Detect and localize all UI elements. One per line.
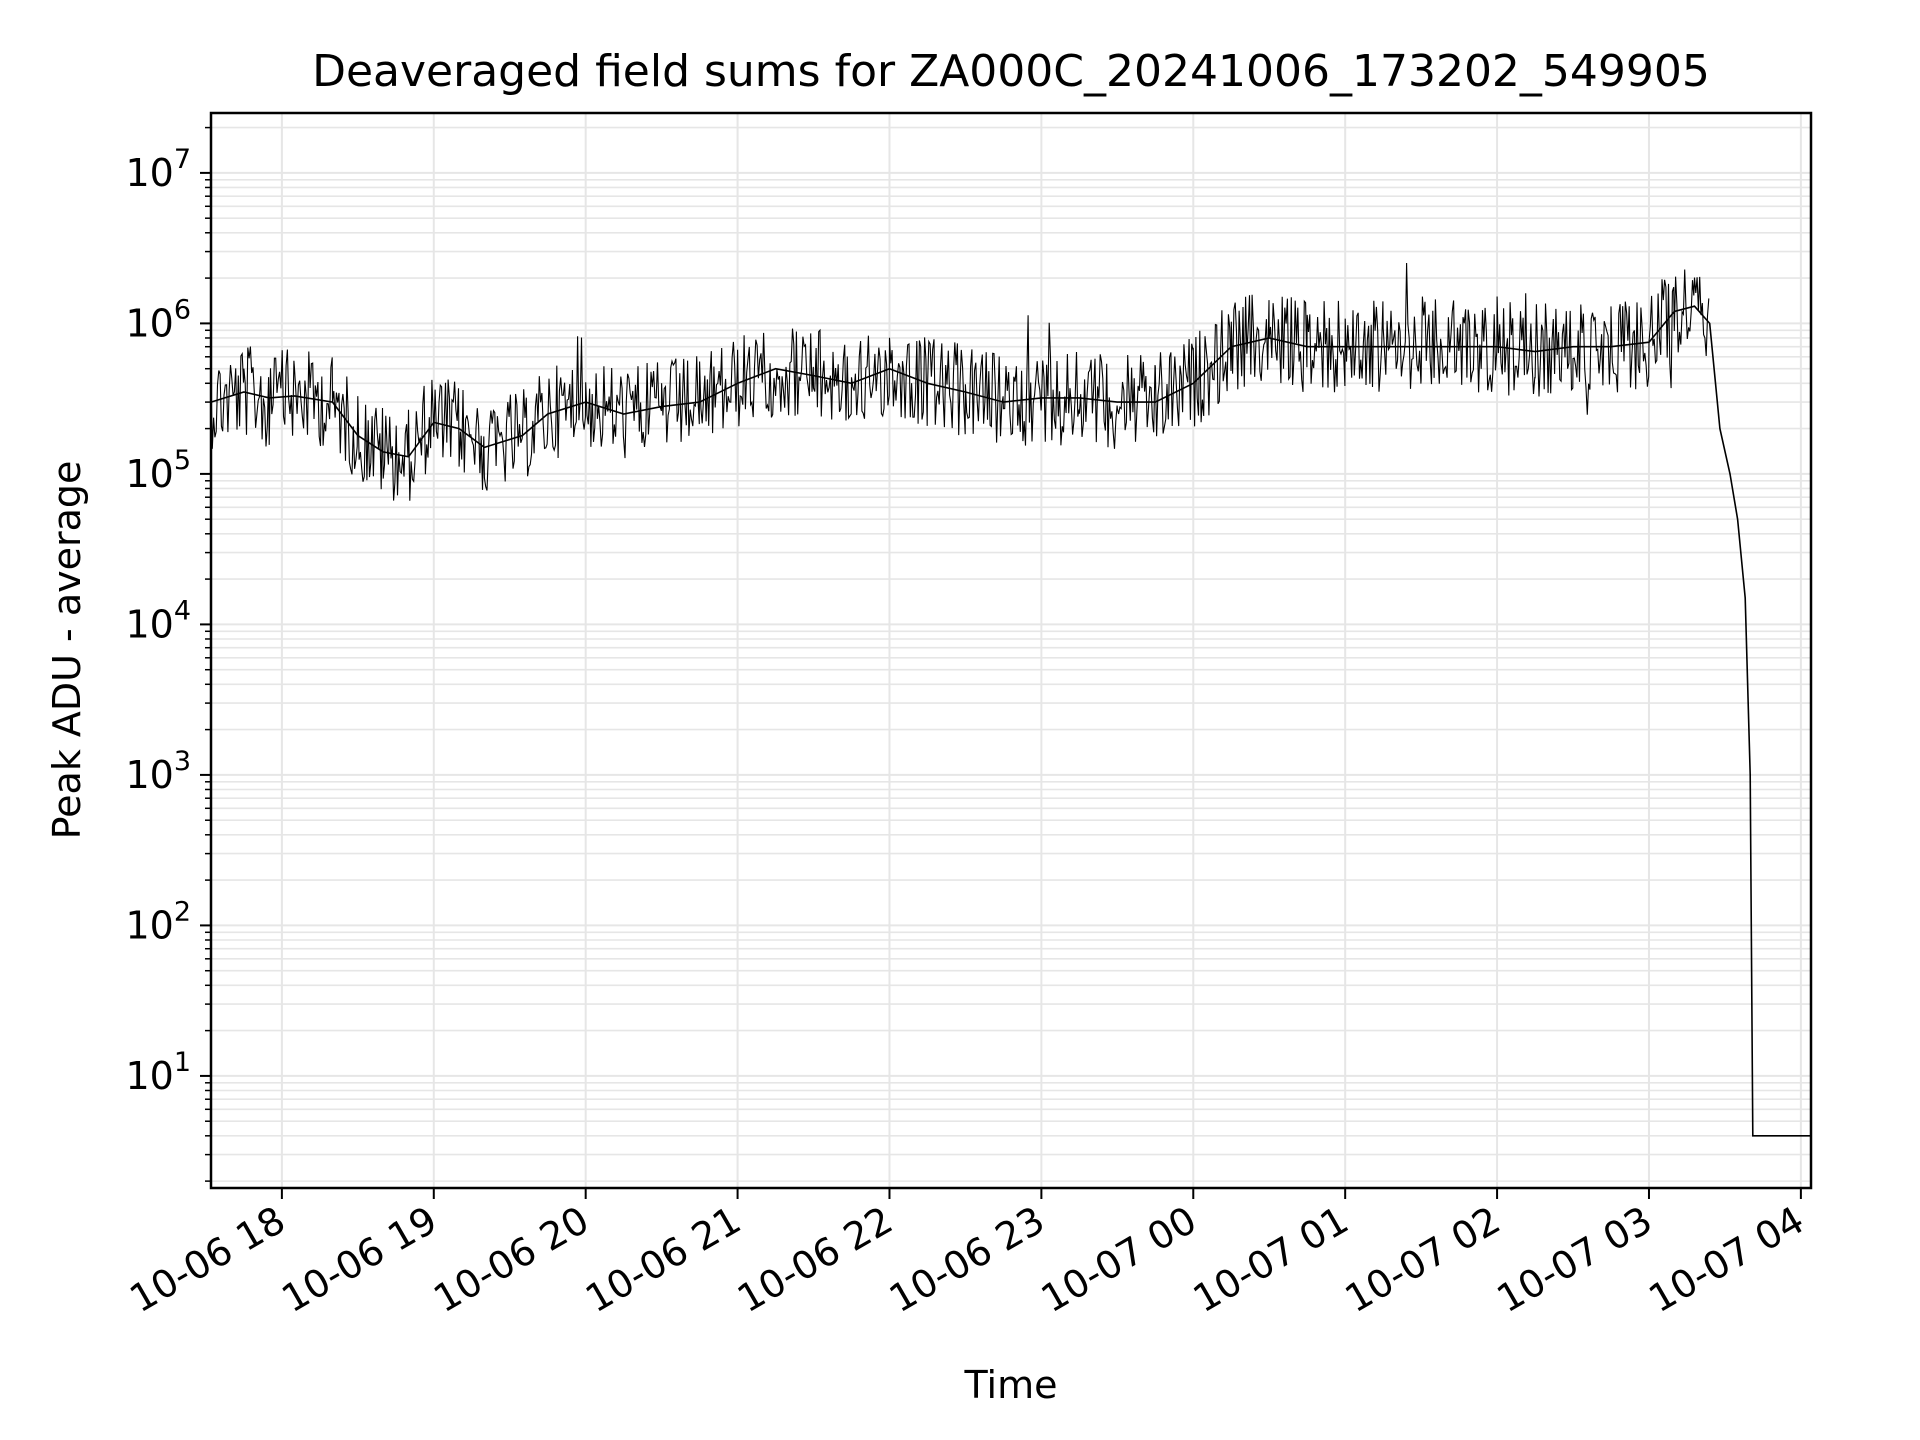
x-tick-label: 10-06 21 [578,1198,748,1322]
y-tick-label: 107 [125,144,191,195]
x-tick-label: 10-07 00 [1034,1198,1204,1322]
y-tick-label: 101 [125,1047,191,1098]
x-tick-label: 10-06 23 [882,1198,1052,1322]
y-tick-label: 103 [125,746,191,797]
x-axis-label: Time [964,1363,1058,1407]
x-tick-label: 10-06 20 [426,1198,596,1322]
x-tick-label: 10-07 04 [1641,1198,1811,1322]
x-tick-label: 10-06 19 [274,1198,444,1322]
series-group [210,262,1811,1137]
grid [211,113,1811,1188]
y-axis: 101 102 103 104 105 106 107 [125,126,211,1182]
x-tick-label: 10-07 02 [1338,1198,1508,1322]
chart-title: Deaveraged field sums for ZA000C_2024100… [312,46,1710,97]
y-tick-label: 105 [125,445,191,496]
x-tick-label: 10-07 03 [1490,1198,1660,1322]
y-axis-label: Peak ADU - average [45,461,89,840]
x-tick-label: 10-07 01 [1186,1198,1356,1322]
series-trace [210,262,1710,501]
axes-frame [209,111,1813,1190]
x-tick-label: 10-06 18 [122,1198,292,1322]
series-trend-line [210,305,1811,1137]
y-tick-label: 106 [125,294,191,345]
x-tick-label: 10-06 22 [730,1198,900,1322]
y-tick-label: 104 [125,595,191,646]
y-tick-label: 102 [125,896,191,947]
